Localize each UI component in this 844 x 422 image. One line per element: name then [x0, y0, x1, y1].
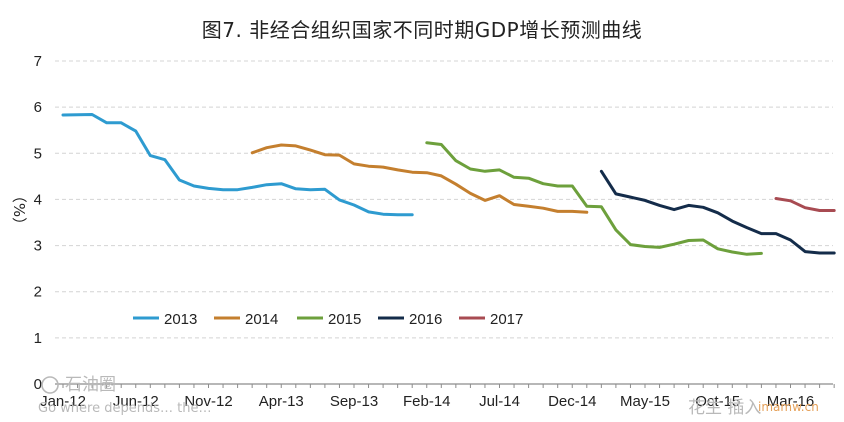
watermark-right-main: 花生 插入: [688, 398, 761, 418]
legend: 2013 2014 2015 2016 2017: [133, 311, 523, 328]
watermark-right: 花生 插入 imamw.cn: [688, 398, 819, 418]
y-tick-label-5: 5: [34, 145, 42, 162]
x-tick-label-Feb-14: Feb-14: [403, 393, 451, 410]
series-line-2017: [774, 197, 836, 212]
y-tick-label-7: 7: [34, 53, 42, 70]
x-tick-label-Dec-14: Dec-14: [548, 393, 596, 410]
watermark-right-sub: imamw.cn: [758, 400, 819, 414]
y-tick-label-6: 6: [34, 99, 42, 116]
legend-item-2014: 2014: [214, 311, 278, 328]
series-line-2016: [599, 169, 836, 255]
watermark-left: 石油圈 Go where depends… the…: [38, 375, 211, 416]
legend-item-2017: 2017: [459, 311, 523, 328]
gridlines: [55, 60, 833, 339]
x-tick-label-May-15: May-15: [620, 393, 670, 410]
x-tick-label-Nov-12: Nov-12: [184, 393, 232, 410]
y-tick-label-4: 4: [34, 191, 42, 208]
y-axis-label: （%）: [10, 188, 28, 232]
series-lines: [61, 113, 836, 256]
legend-item-2015: 2015: [297, 311, 361, 328]
x-tick-label-Sep-13: Sep-13: [330, 393, 378, 410]
x-tick-label-Jul-14: Jul-14: [479, 393, 520, 410]
chart-title: 图7. 非经合组织国家不同时期GDP增长预测曲线: [201, 18, 643, 42]
legend-label-2017: 2017: [490, 311, 523, 328]
x-tick-label-Mar-16: Mar-16: [767, 393, 815, 410]
x-tick-label-Jun-12: Jun-12: [113, 393, 159, 410]
y-tick-label-3: 3: [34, 238, 42, 255]
series-line-2014: [250, 143, 589, 214]
y-tick-label-1: 1: [34, 330, 42, 347]
watermarks: 石油圈 Go where depends… the… 花生 插入 imamw.c…: [38, 375, 819, 418]
legend-label-2016: 2016: [409, 311, 442, 328]
watermark-left-main: 石油圈: [65, 375, 116, 395]
watermark-left-sub: Go where depends… the…: [38, 401, 211, 416]
x-axis: Jan-12 Jun-12 Nov-12 Apr-13 Sep-13 Feb-14 Jul-…: [40, 383, 835, 410]
legend-label-2014: 2014: [245, 311, 278, 328]
y-tick-label-0: 0: [34, 376, 42, 393]
series-line-2013: [61, 113, 414, 217]
series-line-2015: [425, 141, 763, 256]
x-tick-label-Apr-13: Apr-13: [259, 393, 304, 410]
x-tick-label-Oct-15: Oct-15: [695, 393, 740, 410]
y-axis: 0 1 2 3 4 5 6 7: [34, 53, 42, 393]
legend-label-2013: 2013: [164, 311, 197, 328]
y-tick-label-2: 2: [34, 284, 42, 301]
x-tick-label-Jan-12: Jan-12: [40, 393, 86, 410]
legend-item-2016: 2016: [378, 311, 442, 328]
legend-item-2013: 2013: [133, 311, 197, 328]
legend-label-2015: 2015: [328, 311, 361, 328]
